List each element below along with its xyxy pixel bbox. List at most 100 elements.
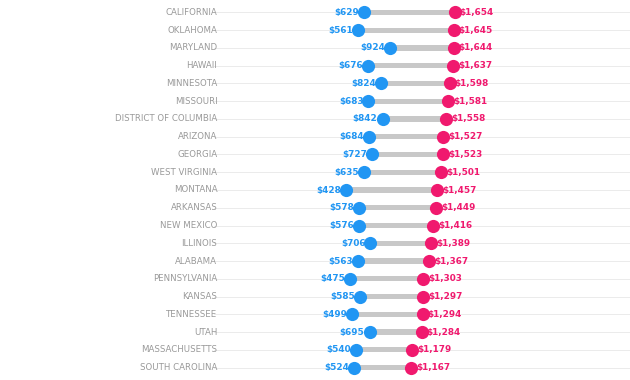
- Text: $1,527: $1,527: [449, 132, 483, 141]
- Point: [424, 258, 434, 264]
- Point: [449, 45, 459, 51]
- Point: [448, 63, 458, 69]
- Text: $1,297: $1,297: [428, 292, 462, 301]
- Text: $924: $924: [360, 43, 385, 52]
- Text: $629: $629: [334, 8, 358, 17]
- Text: ALABAMA: ALABAMA: [175, 256, 217, 266]
- Point: [349, 364, 359, 370]
- Text: MINNESOTA: MINNESOTA: [166, 79, 217, 88]
- Text: $428: $428: [316, 185, 341, 195]
- Text: $524: $524: [324, 363, 349, 372]
- Point: [376, 81, 386, 87]
- Text: ILLINOIS: ILLINOIS: [181, 239, 217, 248]
- Bar: [354, 365, 411, 370]
- Bar: [360, 294, 423, 299]
- Point: [364, 134, 374, 140]
- Point: [426, 240, 436, 246]
- Point: [347, 311, 357, 317]
- Bar: [372, 152, 443, 157]
- Text: $578: $578: [329, 203, 354, 212]
- Text: $1,457: $1,457: [442, 185, 476, 195]
- Text: $824: $824: [351, 79, 376, 88]
- Point: [406, 364, 416, 370]
- Text: $635: $635: [335, 168, 359, 177]
- Text: UTAH: UTAH: [194, 328, 217, 337]
- Text: HAWAII: HAWAII: [186, 61, 217, 70]
- Point: [364, 98, 374, 104]
- Text: MARYLAND: MARYLAND: [169, 43, 217, 52]
- Point: [438, 134, 449, 140]
- Point: [354, 205, 364, 211]
- Text: $1,645: $1,645: [459, 26, 493, 35]
- Text: $540: $540: [326, 345, 351, 354]
- Point: [432, 205, 442, 211]
- Bar: [364, 10, 454, 15]
- Text: $1,637: $1,637: [458, 61, 492, 70]
- Text: $499: $499: [322, 310, 347, 319]
- Bar: [370, 329, 421, 335]
- Point: [367, 152, 377, 158]
- Text: $1,167: $1,167: [416, 363, 450, 372]
- Point: [418, 311, 428, 317]
- Bar: [381, 81, 450, 86]
- Point: [358, 10, 369, 16]
- Text: $1,294: $1,294: [428, 310, 462, 319]
- Text: $576: $576: [329, 221, 354, 230]
- Text: $842: $842: [353, 114, 377, 124]
- Point: [441, 116, 451, 122]
- Text: $585: $585: [330, 292, 355, 301]
- Bar: [350, 276, 423, 282]
- Point: [365, 329, 375, 335]
- Point: [436, 169, 446, 175]
- Bar: [390, 45, 454, 51]
- Text: $1,581: $1,581: [453, 97, 487, 106]
- Point: [408, 347, 418, 353]
- Text: $1,654: $1,654: [459, 8, 494, 17]
- Text: $1,449: $1,449: [442, 203, 476, 212]
- Point: [377, 116, 387, 122]
- Text: $563: $563: [328, 256, 353, 266]
- Text: PENNSYLVANIA: PENNSYLVANIA: [153, 274, 217, 283]
- Point: [351, 347, 361, 353]
- Text: ARIZONA: ARIZONA: [178, 132, 217, 141]
- Text: GEORGIA: GEORGIA: [177, 150, 217, 159]
- Text: $475: $475: [320, 274, 345, 283]
- Text: SOUTH CAROLINA: SOUTH CAROLINA: [140, 363, 217, 372]
- Text: $1,284: $1,284: [427, 328, 461, 337]
- Point: [354, 222, 364, 228]
- Text: $1,558: $1,558: [451, 114, 485, 124]
- Bar: [359, 223, 433, 228]
- Point: [365, 240, 375, 246]
- Text: WEST VIRGINIA: WEST VIRGINIA: [151, 168, 217, 177]
- Text: MONTANA: MONTANA: [174, 185, 217, 195]
- Text: OKLAHOMA: OKLAHOMA: [168, 26, 217, 35]
- Text: $695: $695: [340, 328, 365, 337]
- Bar: [346, 187, 437, 193]
- Text: $683: $683: [339, 97, 364, 106]
- Point: [449, 27, 459, 33]
- Point: [345, 276, 355, 282]
- Text: $1,598: $1,598: [455, 79, 489, 88]
- Text: TENNESSEE: TENNESSEE: [166, 310, 217, 319]
- Text: MISSOURI: MISSOURI: [175, 97, 217, 106]
- Bar: [364, 169, 441, 175]
- Text: MASSACHUSETTS: MASSACHUSETTS: [141, 345, 217, 354]
- Point: [449, 10, 459, 16]
- Text: $706: $706: [341, 239, 365, 248]
- Point: [355, 293, 365, 299]
- Point: [359, 169, 369, 175]
- Text: $676: $676: [338, 61, 363, 70]
- Text: $684: $684: [339, 132, 364, 141]
- Bar: [382, 116, 446, 122]
- Bar: [356, 347, 413, 353]
- Text: $727: $727: [343, 150, 367, 159]
- Point: [341, 187, 351, 193]
- Point: [443, 98, 453, 104]
- Point: [363, 63, 373, 69]
- Text: $1,644: $1,644: [459, 43, 493, 52]
- Point: [445, 81, 455, 87]
- Point: [432, 187, 442, 193]
- Bar: [352, 312, 423, 317]
- Text: $1,501: $1,501: [446, 168, 480, 177]
- Text: $1,389: $1,389: [436, 239, 470, 248]
